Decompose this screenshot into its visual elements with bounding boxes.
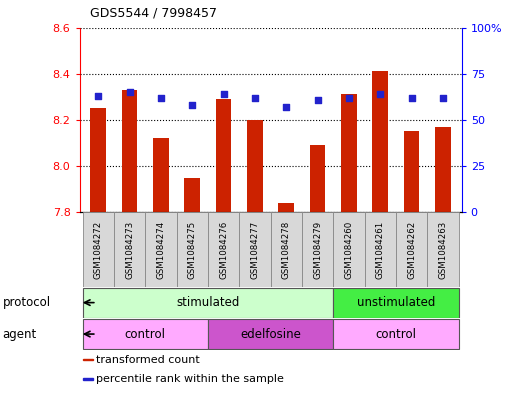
Text: GSM1084279: GSM1084279 xyxy=(313,220,322,279)
Text: unstimulated: unstimulated xyxy=(357,296,435,309)
Bar xyxy=(333,212,365,287)
Bar xyxy=(83,288,333,318)
Point xyxy=(407,95,416,101)
Point xyxy=(345,95,353,101)
Bar xyxy=(122,90,137,212)
Bar xyxy=(145,212,176,287)
Bar xyxy=(176,212,208,287)
Text: edelfosine: edelfosine xyxy=(240,327,301,341)
Point xyxy=(282,104,290,110)
Text: transformed count: transformed count xyxy=(95,354,200,365)
Bar xyxy=(279,203,294,212)
Bar xyxy=(83,359,92,360)
Point xyxy=(157,95,165,101)
Bar xyxy=(271,212,302,287)
Text: GSM1084263: GSM1084263 xyxy=(439,220,447,279)
Text: GSM1084272: GSM1084272 xyxy=(94,220,103,279)
Bar xyxy=(310,145,325,212)
Text: GDS5544 / 7998457: GDS5544 / 7998457 xyxy=(90,7,217,20)
Bar xyxy=(404,131,420,212)
Point xyxy=(220,91,228,97)
Bar xyxy=(372,72,388,212)
Point xyxy=(376,91,384,97)
Text: agent: agent xyxy=(3,327,37,341)
Bar xyxy=(90,108,106,212)
Bar xyxy=(341,94,357,212)
Text: percentile rank within the sample: percentile rank within the sample xyxy=(95,374,284,384)
Bar xyxy=(185,178,200,212)
Bar xyxy=(114,212,145,287)
Point xyxy=(439,95,447,101)
Point xyxy=(94,93,103,99)
Text: GSM1084277: GSM1084277 xyxy=(250,220,260,279)
Point xyxy=(251,95,259,101)
Text: GSM1084261: GSM1084261 xyxy=(376,220,385,279)
Text: GSM1084278: GSM1084278 xyxy=(282,220,291,279)
Bar xyxy=(396,212,427,287)
Bar xyxy=(153,138,169,212)
Text: stimulated: stimulated xyxy=(176,296,240,309)
Bar xyxy=(333,319,459,349)
Point xyxy=(126,89,134,95)
Bar xyxy=(435,127,451,212)
Bar xyxy=(216,99,231,212)
Text: GSM1084275: GSM1084275 xyxy=(188,220,197,279)
Text: GSM1084276: GSM1084276 xyxy=(219,220,228,279)
Text: control: control xyxy=(376,327,417,341)
Text: control: control xyxy=(125,327,166,341)
Text: GSM1084273: GSM1084273 xyxy=(125,220,134,279)
Point xyxy=(188,102,196,108)
Bar xyxy=(247,120,263,212)
Bar xyxy=(208,212,239,287)
Bar xyxy=(302,212,333,287)
Bar xyxy=(83,212,114,287)
Text: GSM1084262: GSM1084262 xyxy=(407,220,416,279)
Text: protocol: protocol xyxy=(3,296,51,309)
Text: GSM1084260: GSM1084260 xyxy=(344,220,353,279)
Bar xyxy=(239,212,271,287)
Bar xyxy=(365,212,396,287)
Text: GSM1084274: GSM1084274 xyxy=(156,220,166,279)
Bar xyxy=(208,319,333,349)
Bar xyxy=(83,378,92,380)
Bar xyxy=(333,288,459,318)
Bar xyxy=(83,319,208,349)
Bar xyxy=(427,212,459,287)
Point xyxy=(313,96,322,103)
